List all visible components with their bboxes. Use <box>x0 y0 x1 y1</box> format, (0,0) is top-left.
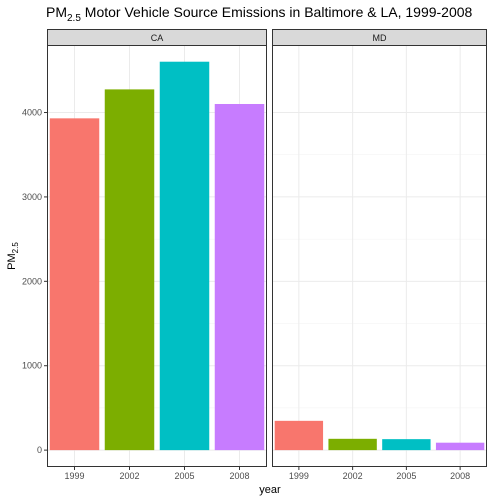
y-tick-label: 3000 <box>22 192 42 202</box>
facet-strip-label: MD <box>373 33 387 43</box>
x-tick-label: 2002 <box>119 471 139 481</box>
x-tick-label: 2005 <box>396 471 416 481</box>
facet-strip <box>47 29 267 46</box>
x-tick-label: 2008 <box>229 471 249 481</box>
facet-panel-md: MD 1999 2002 2005 2008 <box>272 29 487 481</box>
bar-md-1999 <box>274 420 324 451</box>
x-tick-label: 1999 <box>289 471 309 481</box>
facet-strip-label: CA <box>151 33 164 43</box>
bar-ca-2002 <box>104 89 155 451</box>
x-tick-label: 2008 <box>450 471 470 481</box>
bar-ca-2005 <box>159 61 210 451</box>
chart-title-suffix: Motor Vehicle Source Emissions in Baltim… <box>81 4 473 20</box>
bar-md-2008 <box>435 442 485 451</box>
chart-title-prefix: PM <box>46 4 67 20</box>
chart-title-subscript: 2.5 <box>67 13 81 24</box>
bar-md-2005 <box>382 439 431 451</box>
bar-ca-2008 <box>214 103 265 451</box>
y-axis-title: PM2.5 <box>6 242 20 270</box>
x-axis-title: year <box>259 484 281 496</box>
facet-panel-ca: CA 1999 2002 2005 2008 <box>47 29 267 481</box>
bar-md-2002 <box>328 438 377 451</box>
y-tick-label: 0 <box>37 445 42 455</box>
y-tick-label: 4000 <box>22 108 42 118</box>
x-tick-label: 1999 <box>64 471 84 481</box>
facet-strip <box>272 29 487 46</box>
x-tick-label: 2002 <box>343 471 363 481</box>
y-tick-label: 2000 <box>22 276 42 286</box>
y-axis-title-subscript: 2.5 <box>11 242 20 254</box>
plot-area: CA 1999 2002 2005 2008 MD 1999 2002 2005 2008 0 100… <box>22 29 487 481</box>
y-axis-title-base: PM <box>6 253 18 270</box>
chart-title: PM2.5 Motor Vehicle Source Emissions in … <box>46 4 473 24</box>
bar-ca-1999 <box>49 118 100 451</box>
panel-background <box>272 45 487 467</box>
y-tick-label: 1000 <box>22 361 42 371</box>
x-tick-label: 2005 <box>174 471 194 481</box>
